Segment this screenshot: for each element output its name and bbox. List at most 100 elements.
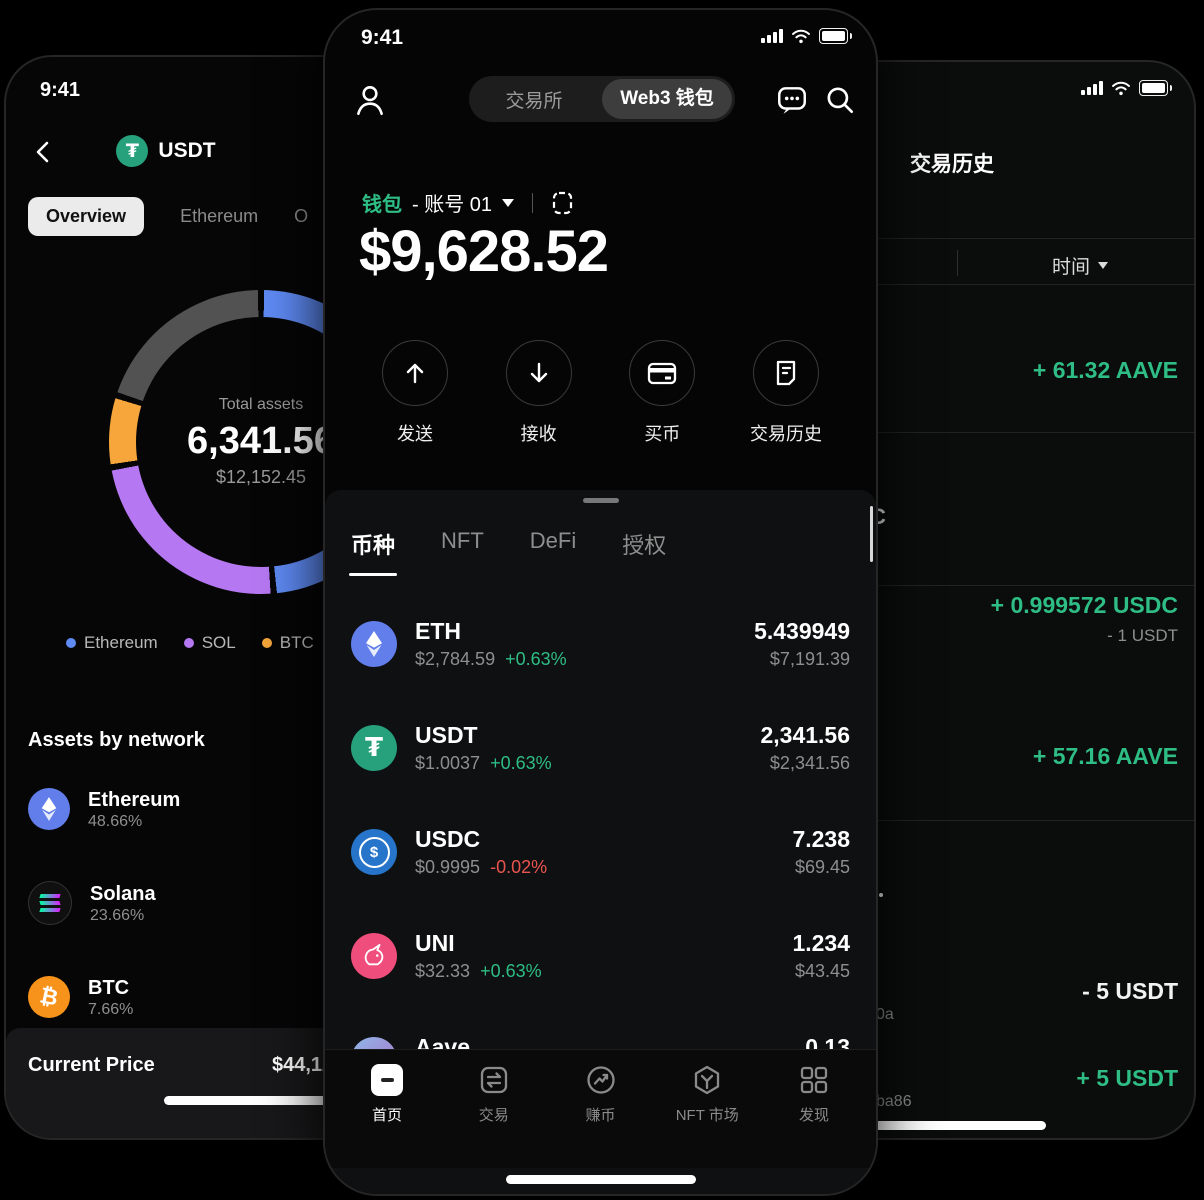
tab-web3-wallet[interactable]: Web3 钱包 (602, 79, 732, 119)
search-icon[interactable] (823, 83, 857, 117)
usdt-icon: ₮ (351, 725, 397, 771)
legend-dot-orange (261, 638, 272, 648)
chevron-left-icon (36, 141, 49, 163)
assets-by-network-title: Assets by network (28, 729, 205, 751)
bottom-nav: 首页 交易 赚币 (325, 1049, 876, 1168)
profile-icon[interactable] (353, 82, 387, 118)
token-amount: 2,341.56 (760, 721, 850, 748)
token-fiat: $2,341.56 (769, 753, 850, 774)
token-symbol: USDT (158, 139, 216, 162)
tab-overview[interactable]: Overview (28, 197, 145, 236)
drag-handle[interactable] (582, 498, 619, 503)
token-price: $0.9995 (415, 857, 481, 878)
network-row-ethereum[interactable]: Ethereum 48.66% (28, 787, 368, 831)
network-row-btc[interactable]: ₿ BTC 7.66% (28, 975, 368, 1019)
nav-trade[interactable]: 交易 (462, 1064, 526, 1125)
battery-icon (1139, 80, 1172, 96)
switch-account-icon[interactable] (551, 190, 575, 216)
home-indicator (164, 1096, 376, 1105)
token-row-eth[interactable]: ETH $2,784.59 +0.63% 5.439949 $7,191.39 (325, 592, 876, 696)
home-indicator (848, 1121, 1046, 1130)
chevron-down-icon (1098, 262, 1109, 269)
divider (532, 192, 534, 213)
network-row-solana[interactable]: Solana 23.66% (28, 881, 368, 925)
divider (824, 238, 1194, 239)
receive-button[interactable]: 接收 (491, 340, 587, 446)
token-fiat: $69.45 (794, 857, 850, 878)
legend-dot-purple (183, 638, 194, 648)
token-row-uni[interactable]: UNI $32.33 +0.63% 1.234 $43.45 (325, 904, 876, 1008)
token-amount: 5.439949 (754, 617, 850, 644)
nav-discover[interactable]: 发现 (782, 1064, 846, 1125)
token-change: +0.63% (505, 649, 567, 670)
wifi-icon (792, 29, 810, 44)
tx-amount[interactable]: + 0.999572 USDC (990, 592, 1178, 618)
eth-icon (351, 621, 397, 667)
tx-secondary: - 1 USDT (1107, 626, 1178, 645)
tab-other[interactable]: O (294, 206, 309, 226)
earn-icon (586, 1066, 615, 1094)
status-time: 9:41 (40, 79, 81, 101)
token-change: -0.02% (490, 857, 548, 878)
divider (824, 432, 1194, 433)
token-amount: 7.238 (792, 825, 850, 852)
card-icon (629, 340, 696, 406)
token-change: +0.63% (490, 753, 552, 774)
top-header: 交易所 Web3 钱包 (325, 76, 876, 128)
legend-dot-blue (66, 638, 76, 648)
token-row-usdc[interactable]: $ USDC $0.9995 -0.02% 7.238 $69.45 (325, 800, 876, 904)
usdc-icon: $ (351, 829, 397, 875)
tab-approvals[interactable]: 授权 (622, 533, 667, 558)
tab-defi[interactable]: DeFi (529, 528, 577, 553)
trade-icon (480, 1066, 507, 1094)
tab-nft[interactable]: NFT (441, 528, 484, 553)
solana-icon (28, 881, 72, 925)
tx-amount[interactable]: - 5 USDT (1082, 978, 1178, 1004)
overview-tabs: Overview Ethereum O (28, 197, 308, 236)
buy-crypto-button[interactable]: 买币 (614, 340, 710, 446)
tx-amount[interactable]: + 61.32 AAVE (1032, 357, 1178, 383)
home-indicator (505, 1175, 696, 1184)
tx-partial-address: 0a (876, 1006, 894, 1023)
nav-nft-market[interactable]: NFT 市场 (675, 1064, 739, 1125)
arrow-up-icon (382, 340, 448, 406)
token-row-usdt[interactable]: ₮ USDT $1.0037 +0.63% 2,341.56 $2,341.56 (325, 696, 876, 800)
token-price: $32.33 (415, 961, 471, 982)
signal-icon (1081, 81, 1103, 95)
status-time: 9:41 (361, 26, 404, 49)
network-name: Solana (90, 882, 156, 905)
nav-earn[interactable]: 赚币 (569, 1064, 633, 1125)
history-button[interactable]: 交易历史 (738, 340, 834, 446)
tab-exchange[interactable]: 交易所 (505, 90, 563, 112)
token-symbol: USDT (415, 721, 478, 748)
token-symbol: ETH (415, 617, 461, 644)
nav-home[interactable]: 首页 (355, 1064, 419, 1125)
account-selector[interactable]: 钱包 - 账号 01 (362, 188, 575, 217)
network-name: BTC (88, 976, 130, 999)
donut-center: Total assets 6,341.56 $12,152.45 (109, 290, 413, 594)
chat-icon[interactable] (775, 83, 809, 117)
chart-legend: Ethereum SOL BTC (66, 633, 386, 653)
token-symbol: UNI (415, 929, 455, 956)
tx-amount[interactable]: + 5 USDT (1076, 1065, 1178, 1091)
tx-amount[interactable]: + 57.16 AAVE (1032, 743, 1178, 769)
time-filter[interactable]: 时间 (1052, 252, 1109, 279)
token-fiat: $43.45 (794, 961, 850, 982)
uniswap-icon (351, 933, 397, 979)
current-price-label: Current Price (28, 1054, 155, 1076)
action-row: 发送 接收 买币 交易历史 (325, 340, 876, 446)
tab-ethereum[interactable]: Ethereum (180, 206, 259, 226)
wallet-label: 钱包 (362, 194, 402, 216)
total-assets-label: Total assets (218, 396, 304, 413)
token-price: $2,784.59 (415, 649, 496, 670)
scrollbar[interactable] (870, 506, 873, 562)
legend-item-sol: SOL (183, 633, 236, 653)
send-button[interactable]: 发送 (367, 340, 463, 446)
back-button[interactable] (28, 137, 58, 167)
left-phone: 9:41 ₮ USDT Overview Ethereum O Total as… (4, 55, 413, 1140)
arrow-down-icon (505, 340, 572, 406)
tab-coins[interactable]: 币种 (348, 528, 398, 576)
token-symbol: USDC (415, 825, 481, 852)
battery-icon (819, 28, 852, 44)
